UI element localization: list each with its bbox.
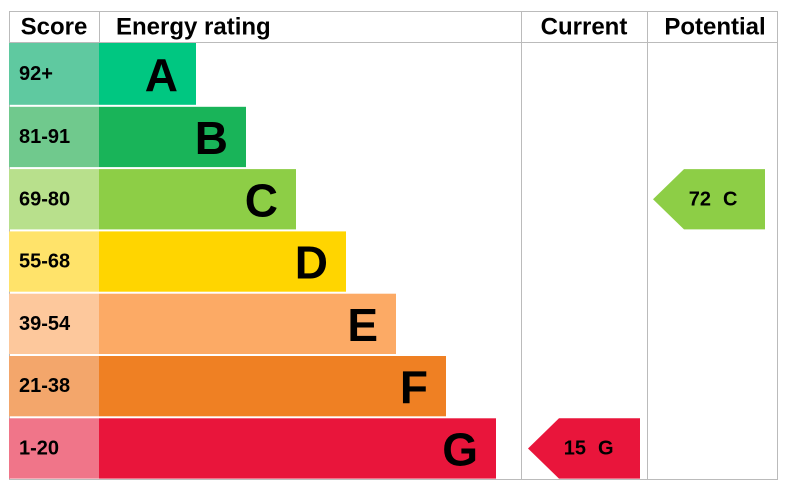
score-cell (9, 418, 99, 479)
rating-letter: B (195, 112, 228, 164)
potential-letter: C (723, 188, 737, 210)
rating-bar (99, 43, 196, 105)
score-range: 1-20 (19, 437, 59, 459)
rating-bar (99, 106, 246, 168)
potential-arrow (653, 169, 765, 230)
score-range: 69-80 (19, 188, 70, 210)
rating-letter: E (347, 299, 378, 351)
score-cell (9, 106, 99, 168)
current-arrow (528, 418, 640, 479)
score-cell (9, 169, 99, 230)
score-range: 39-54 (19, 313, 71, 335)
score-cell (9, 43, 99, 105)
rating-letter: G (442, 423, 478, 475)
score-cell (9, 293, 99, 354)
header: Potential (664, 14, 765, 41)
current-value: 15 (564, 437, 586, 459)
rating-bar (99, 231, 346, 292)
rating-bar (99, 169, 296, 230)
rating-bar (99, 293, 396, 354)
rating-bar (99, 418, 496, 479)
rating-letter: A (145, 49, 178, 101)
score-cell (9, 231, 99, 292)
rating-letter: D (295, 237, 328, 289)
header: Score (21, 14, 88, 41)
score-range: 81-91 (19, 126, 70, 148)
rating-letter: F (400, 361, 428, 413)
header: Energy rating (116, 14, 271, 41)
score-range: 92+ (19, 63, 53, 85)
score-range: 21-38 (19, 375, 70, 397)
score-cell (9, 356, 99, 417)
header: Current (541, 14, 628, 41)
score-range: 55-68 (19, 251, 70, 273)
rating-bar (99, 356, 446, 417)
rating-letter: C (245, 174, 278, 226)
current-letter: G (598, 437, 614, 459)
potential-value: 72 (689, 188, 711, 210)
